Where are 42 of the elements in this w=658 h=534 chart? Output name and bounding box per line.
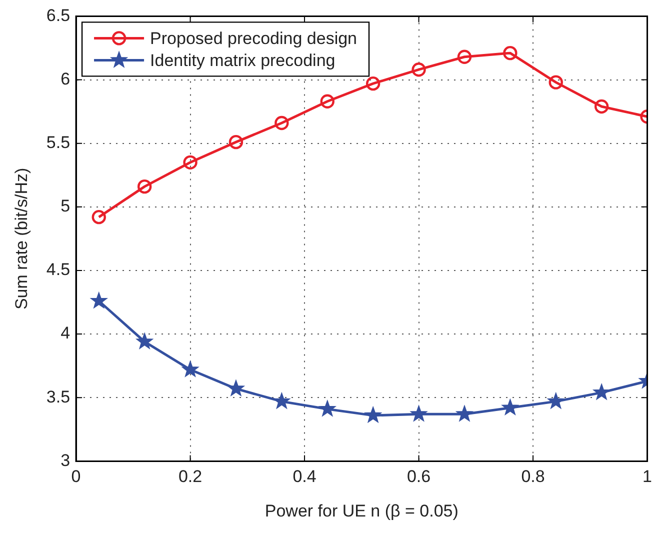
point xyxy=(456,406,473,422)
point xyxy=(319,400,336,416)
point xyxy=(548,392,564,408)
point xyxy=(228,134,244,150)
point xyxy=(364,406,382,422)
y-tick-label: 6.5 xyxy=(46,6,70,25)
legend-label: Proposed precoding design xyxy=(150,28,358,48)
y-tick-label: 5.5 xyxy=(46,133,70,152)
point xyxy=(320,94,334,108)
point xyxy=(457,50,472,64)
y-tick-label: 6 xyxy=(60,69,70,88)
legend-label: Identity matrix precoding xyxy=(150,50,336,70)
x-tick-label: 0 xyxy=(71,467,81,486)
point xyxy=(182,361,198,377)
x-tick-label: 0.6 xyxy=(406,467,431,486)
point xyxy=(92,210,106,224)
x-axis-title: Power for UE n (β = 0.05) xyxy=(264,501,458,520)
point xyxy=(412,62,426,77)
point xyxy=(410,406,427,422)
y-tick-label: 4.5 xyxy=(46,260,70,280)
point xyxy=(183,155,198,170)
point xyxy=(228,380,244,396)
point xyxy=(594,99,609,114)
x-tick-label: 0.4 xyxy=(292,467,316,486)
x-tick-label: 1 xyxy=(642,467,652,486)
point xyxy=(366,76,380,91)
point xyxy=(273,392,290,408)
y-axis-title: Sum rate (bit/s/Hz) xyxy=(12,168,31,310)
point xyxy=(274,116,289,130)
y-tick-label: 3.5 xyxy=(46,387,70,406)
point xyxy=(90,292,108,308)
point xyxy=(593,384,610,400)
x-tick-label: 0.8 xyxy=(521,467,545,486)
y-tick-label: 5 xyxy=(60,196,70,216)
y-tick-label: 3 xyxy=(60,450,70,470)
point xyxy=(503,46,518,60)
point xyxy=(548,75,563,90)
point xyxy=(502,399,518,415)
x-tick-label: 0.2 xyxy=(178,467,202,486)
point xyxy=(136,333,153,349)
point xyxy=(137,179,152,194)
y-tick-label: 4 xyxy=(60,324,70,343)
